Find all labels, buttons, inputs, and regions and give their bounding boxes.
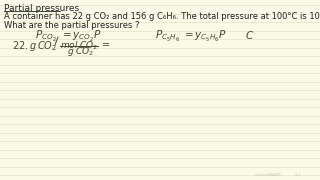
Text: 4.2: 4.2 <box>295 173 301 177</box>
Text: $=$: $=$ <box>100 39 111 48</box>
Text: $\mathit{g}\;CO_2$: $\mathit{g}\;CO_2$ <box>67 46 94 58</box>
Text: $\mathit{P}_{C_5H_6}$: $\mathit{P}_{C_5H_6}$ <box>155 29 180 44</box>
Text: chemistNATE: chemistNATE <box>255 173 282 177</box>
Text: $\mathit{C}$: $\mathit{C}$ <box>245 29 254 41</box>
Text: $= \mathit{y}_{CO_2}\mathit{P}$: $= \mathit{y}_{CO_2}\mathit{P}$ <box>60 29 102 44</box>
Text: $\mathit{mol}\;CO_2$: $\mathit{mol}\;CO_2$ <box>60 39 98 51</box>
Text: A container has 22 g CO₂ and 156 g C₆H₆. The total pressure at 100°C is 10.0 bar: A container has 22 g CO₂ and 156 g C₆H₆.… <box>4 12 320 21</box>
Text: $22.\mathit{g}\,CO_2$: $22.\mathit{g}\,CO_2$ <box>12 39 57 53</box>
Text: $\mathit{P}_{CO_2}$: $\mathit{P}_{CO_2}$ <box>35 29 57 44</box>
Text: $= \mathit{y}_{C_5H_6}\mathit{P}$: $= \mathit{y}_{C_5H_6}\mathit{P}$ <box>182 29 227 44</box>
Text: What are the partial pressures ?: What are the partial pressures ? <box>4 21 140 30</box>
Text: Partial pressures: Partial pressures <box>4 4 79 13</box>
